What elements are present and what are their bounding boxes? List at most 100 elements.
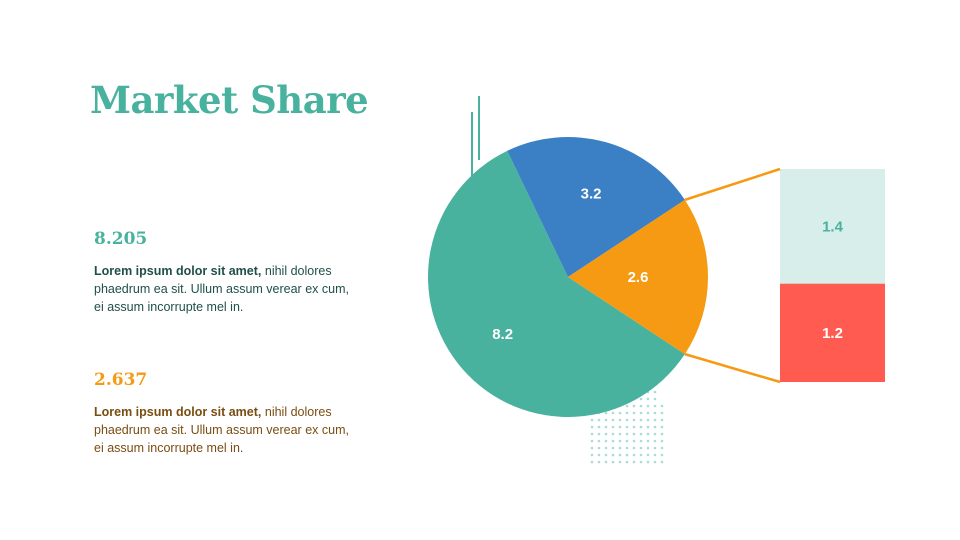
decor-dot <box>639 439 643 443</box>
decor-dot <box>625 418 629 422</box>
decor-dot <box>660 418 664 422</box>
decor-dot <box>604 439 608 443</box>
decor-dot <box>611 453 615 457</box>
decor-dot <box>618 411 622 415</box>
connector-line <box>684 352 781 384</box>
decor-dot <box>646 439 650 443</box>
decor-dot <box>618 432 622 436</box>
stat-description-2-body: nihil dolores phaedrum ea sit. Ullum ass… <box>94 405 349 455</box>
decor-dot <box>660 446 664 450</box>
decor-dot <box>646 446 650 450</box>
decor-dot <box>625 453 629 457</box>
decor-dot <box>660 411 664 415</box>
pie-slice <box>568 199 708 355</box>
decor-dot <box>660 425 664 429</box>
decor-dot <box>646 404 650 408</box>
decor-dot <box>604 425 608 429</box>
decor-dot <box>646 460 650 464</box>
decor-dot <box>590 460 594 464</box>
decor-dot <box>646 432 650 436</box>
decor-dot <box>611 432 615 436</box>
decor-dot <box>660 453 664 457</box>
decor-dot <box>639 460 643 464</box>
decor-dot <box>597 439 601 443</box>
decor-dot <box>604 453 608 457</box>
decor-dot <box>604 446 608 450</box>
decor-dot <box>653 411 657 415</box>
decor-dot <box>660 439 664 443</box>
decor-dot <box>590 418 594 422</box>
decor-dot <box>618 418 622 422</box>
decor-dot <box>660 432 664 436</box>
decor-dot <box>604 460 608 464</box>
decor-dot <box>660 460 664 464</box>
decor-dot <box>604 418 608 422</box>
decor-dot <box>625 411 629 415</box>
stat-value-1: 8.205 <box>94 229 148 249</box>
decor-dot <box>611 460 615 464</box>
decor-dot <box>646 418 650 422</box>
decor-dot <box>590 425 594 429</box>
decor-dot <box>611 418 615 422</box>
connector-line <box>684 167 781 202</box>
decor-dot <box>625 425 629 429</box>
pie-slice <box>428 150 685 417</box>
decor-dot <box>646 397 650 401</box>
stat-value-2: 2.637 <box>94 370 148 390</box>
breakdown-segment <box>780 283 885 382</box>
decor-dot <box>597 432 601 436</box>
decor-dot <box>590 439 594 443</box>
decor-dot <box>597 460 601 464</box>
decor-dot <box>653 432 657 436</box>
pie-chart: 8.2 3.2 2.6 <box>428 137 708 417</box>
decor-dot <box>632 425 636 429</box>
decor-dot <box>625 460 629 464</box>
breakdown-segment <box>780 169 885 284</box>
breakdown-bar: 1.4 1.2 <box>684 167 885 384</box>
decor-dot <box>625 432 629 436</box>
decor-dot <box>625 439 629 443</box>
decor-dot <box>653 460 657 464</box>
decor-dot <box>639 432 643 436</box>
decor-dot <box>611 411 615 415</box>
decor-dot <box>632 418 636 422</box>
breakdown-segment-label: 1.4 <box>822 218 844 235</box>
decor-dot <box>597 425 601 429</box>
decor-dot <box>639 425 643 429</box>
decor-dot <box>646 453 650 457</box>
decor-dot <box>632 439 636 443</box>
pie-slice <box>507 137 685 277</box>
decor-dot <box>604 411 608 415</box>
decor-dot <box>653 446 657 450</box>
page-title: Market Share <box>90 78 369 122</box>
stat-description-1-bold: Lorem ipsum dolor sit amet, <box>94 264 262 278</box>
decor-dot <box>632 404 636 408</box>
decor-dot <box>632 446 636 450</box>
decor-dot <box>632 460 636 464</box>
decor-dot <box>611 439 615 443</box>
breakdown-segment-label: 1.2 <box>822 325 843 342</box>
stat-description-1-body: nihil dolores phaedrum ea sit. Ullum ass… <box>94 264 349 314</box>
decor-dot <box>618 446 622 450</box>
decor-dot <box>632 432 636 436</box>
decor-dot <box>653 453 657 457</box>
decor-dot <box>639 411 643 415</box>
decor-dot <box>653 404 657 408</box>
decor-dot <box>625 446 629 450</box>
stat-description-2-bold: Lorem ipsum dolor sit amet, <box>94 405 262 419</box>
decor-dot <box>632 453 636 457</box>
decor-dot <box>639 418 643 422</box>
decor-dot <box>639 446 643 450</box>
decor-dot <box>653 418 657 422</box>
pie-slice-label: 8.2 <box>492 326 513 343</box>
decor-dot <box>597 453 601 457</box>
stat-description-1: Lorem ipsum dolor sit amet, nihil dolore… <box>94 262 359 316</box>
decor-dot <box>611 446 615 450</box>
decor-dot <box>618 425 622 429</box>
decor-dot <box>618 460 622 464</box>
decor-dot <box>639 453 643 457</box>
decor-dot <box>590 453 594 457</box>
decor-dot <box>653 397 657 401</box>
decor-dot <box>618 439 622 443</box>
